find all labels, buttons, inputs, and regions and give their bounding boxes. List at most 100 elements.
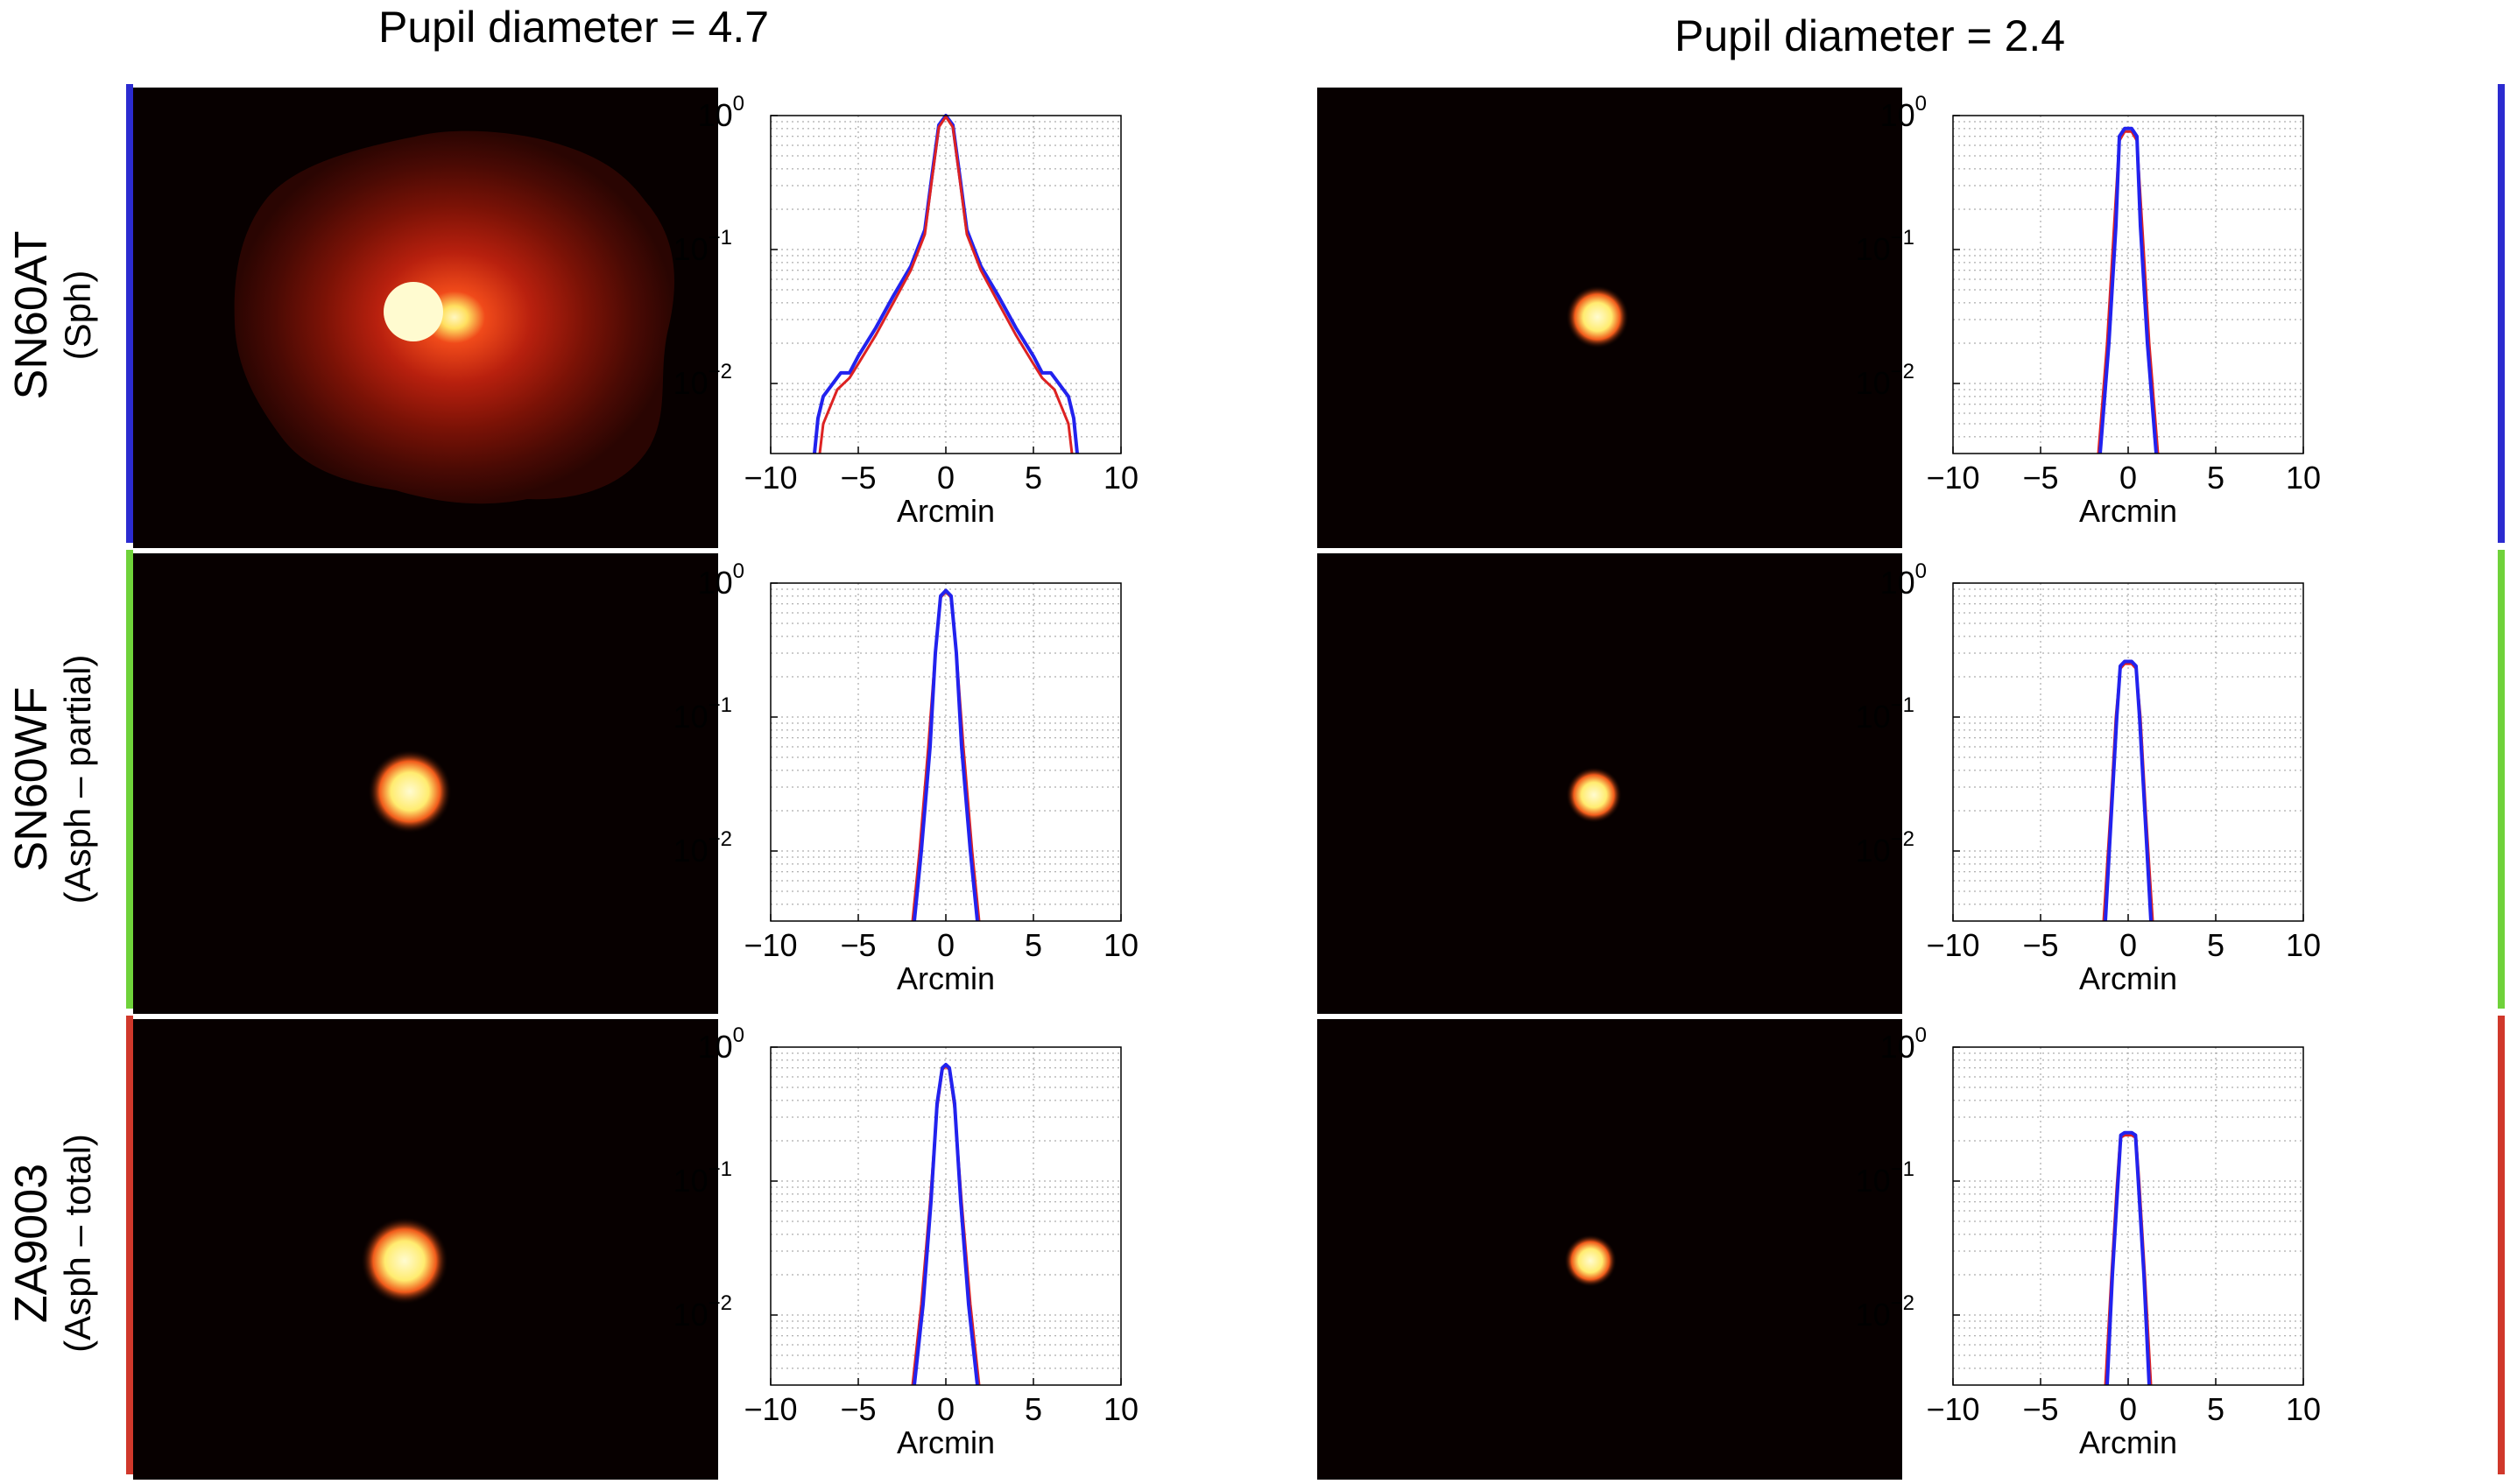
psf-image-svg: [361, 1217, 448, 1305]
profile-plot-sn60wf-2-4: −10 −5 0 5 10 Arcmin 100 10−1 10−2: [1856, 552, 2470, 1024]
y-tick-label: 100: [1880, 559, 1927, 601]
y-tick-exponent: 0: [733, 1023, 744, 1047]
y-tick-base: 10: [698, 1029, 733, 1065]
y-tick-label: 10−1: [1856, 226, 1914, 267]
x-tick-label: 0: [2119, 1391, 2137, 1427]
row-color-bar-right-sn60wf: [2498, 550, 2505, 1009]
y-tick-exponent: −2: [709, 360, 732, 383]
row-color-bar-left-sn60wf: [126, 550, 133, 1009]
psf-core: [384, 282, 443, 341]
y-tick-exponent: −1: [709, 226, 732, 250]
y-tick-exponent: −2: [709, 827, 732, 851]
series-line-blue: [2105, 1130, 2151, 1386]
y-tick-exponent: 0: [733, 559, 744, 583]
y-tick-exponent: 0: [1915, 92, 1927, 116]
x-tick-label: −10: [1926, 460, 1979, 496]
psf-spot: [368, 749, 452, 833]
profile-plot-za9003-4-7: −10 −5 0 5 10 Arcmin 100 10−1 10−2: [673, 1016, 1287, 1480]
psf-image-sn60wf-2-4: [1317, 553, 1902, 1014]
psf-image-svg: [234, 130, 674, 504]
row-name: SN60WF: [6, 686, 57, 872]
y-tick-exponent: −1: [709, 1157, 732, 1181]
x-tick-label: 0: [937, 1391, 955, 1427]
y-tick-base: 10: [673, 1297, 709, 1333]
y-tick-exponent: −2: [1891, 360, 1914, 383]
y-tick-base: 10: [673, 699, 709, 735]
y-tick-exponent: −2: [1891, 1291, 1914, 1315]
x-tick-label: 10: [2286, 927, 2321, 963]
row-subtitle: (Asph – partial): [57, 654, 98, 904]
y-tick-label: 100: [1880, 1023, 1927, 1065]
series-line-blue: [2098, 126, 2158, 454]
y-tick-base: 10: [673, 833, 709, 869]
series-line-blue: [913, 1063, 979, 1386]
y-tick-label: 100: [698, 92, 744, 133]
series-line-blue: [2104, 659, 2153, 922]
x-axis-label: Arcmin: [897, 1424, 995, 1460]
y-tick-base: 10: [1880, 565, 1915, 601]
column-title-pupil-4-7: Pupil diameter = 4.7: [378, 3, 770, 52]
y-tick-label: 10−2: [1856, 360, 1914, 401]
y-tick-exponent: −1: [1891, 1157, 1914, 1181]
x-tick-label: 10: [2286, 460, 2321, 496]
psf-spot: [1564, 1234, 1617, 1287]
x-tick-label: −10: [1926, 927, 1979, 963]
y-tick-exponent: 0: [733, 92, 744, 116]
x-tick-label: 10: [1103, 460, 1139, 496]
y-tick-base: 10: [698, 565, 733, 601]
x-tick-label: −10: [744, 1391, 797, 1427]
x-tick-label: 10: [2286, 1391, 2321, 1427]
x-tick-label: −5: [2022, 927, 2058, 963]
x-axis-label: Arcmin: [897, 493, 995, 529]
y-tick-label: 10−2: [673, 360, 732, 401]
x-axis-label: Arcmin: [2079, 493, 2177, 529]
x-tick-label: 5: [2207, 927, 2224, 963]
y-tick-label: 10−2: [673, 827, 732, 869]
x-tick-label: −10: [744, 927, 797, 963]
psf-image-za9003-2-4: [1317, 1019, 1902, 1480]
column-title-pupil-2-4: Pupil diameter = 2.4: [1675, 11, 2066, 60]
psf-halo: [234, 130, 674, 504]
x-tick-label: 5: [1025, 1391, 1042, 1427]
y-tick-base: 10: [1856, 833, 1891, 869]
x-axis-label: Arcmin: [897, 960, 995, 996]
series-line-blue: [913, 588, 979, 922]
y-tick-exponent: −1: [1891, 226, 1914, 250]
x-tick-label: 5: [1025, 927, 1042, 963]
y-tick-exponent: −2: [1891, 827, 1914, 851]
x-tick-label: −5: [840, 460, 876, 496]
psf-spot: [361, 1217, 448, 1305]
x-tick-label: −5: [840, 927, 876, 963]
profile-plot-sn60at-2-4: −10 −5 0 5 10 Arcmin 100 10−1 10−2: [1856, 84, 2470, 557]
y-tick-base: 10: [673, 231, 709, 267]
x-tick-label: −10: [1926, 1391, 1979, 1427]
y-tick-exponent: −2: [709, 1291, 732, 1315]
y-tick-exponent: −1: [709, 693, 732, 717]
y-tick-base: 10: [1856, 365, 1891, 401]
y-tick-exponent: −1: [1891, 693, 1914, 717]
x-tick-label: 10: [1103, 927, 1139, 963]
y-tick-base: 10: [1880, 1029, 1915, 1065]
psf-image-sn60at-2-4: [1317, 88, 1902, 548]
psf-image-svg: [368, 749, 452, 833]
row-subtitle: (Asph – total): [57, 1134, 98, 1353]
row-color-bar-right-sn60at: [2498, 84, 2505, 543]
y-tick-label: 10−1: [673, 693, 732, 735]
x-tick-label: −5: [2022, 460, 2058, 496]
psf-image-svg: [1564, 1234, 1617, 1287]
psf-spot: [1566, 285, 1629, 348]
y-tick-label: 10−2: [673, 1291, 732, 1333]
x-tick-label: 10: [1103, 1391, 1139, 1427]
y-tick-label: 100: [1880, 92, 1927, 133]
y-tick-label: 10−1: [673, 1157, 732, 1199]
row-color-bar-left-sn60at: [126, 84, 133, 543]
y-tick-base: 10: [1856, 231, 1891, 267]
row-name: ZA9003: [6, 1163, 57, 1324]
x-tick-label: 0: [937, 460, 955, 496]
y-tick-exponent: 0: [1915, 1023, 1927, 1047]
x-tick-label: −5: [2022, 1391, 2058, 1427]
psf-spot: [1566, 767, 1622, 823]
x-tick-label: 5: [2207, 1391, 2224, 1427]
